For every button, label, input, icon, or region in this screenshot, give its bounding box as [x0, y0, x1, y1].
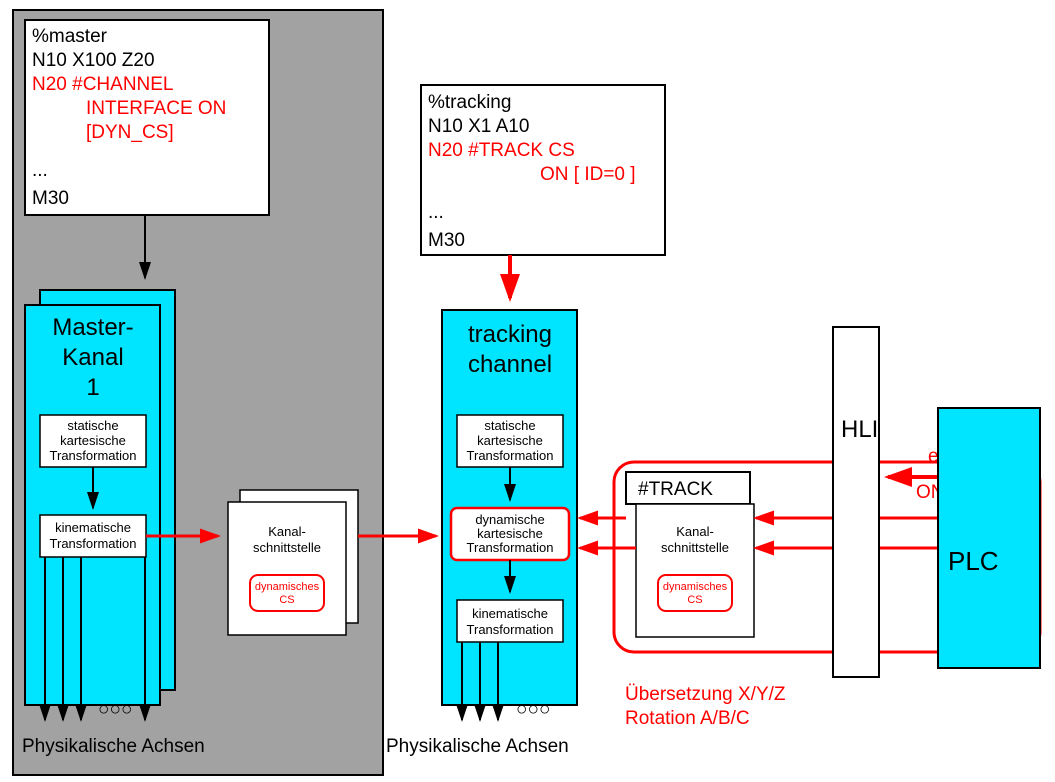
- tracking-static-l2: kartesische: [477, 433, 543, 448]
- tracking-code-l6: M30: [428, 230, 465, 251]
- tracking-code-l4: ON [ ID=0 ]: [540, 164, 636, 185]
- tracking-code-l3: N20 #TRACK CS: [428, 140, 575, 161]
- master-code-line-5: [DYN_CS]: [86, 122, 174, 143]
- plc-box: [938, 408, 1040, 668]
- tracking-static-l3: Transformation: [467, 448, 554, 463]
- master-code-line-2: N10 X100 Z20: [32, 50, 155, 71]
- master-code-line-7: M30: [32, 188, 69, 209]
- tracking-dyn-l1: dynamische: [475, 512, 544, 527]
- master-axes-label: Physikalische Achsen: [22, 736, 205, 757]
- tracking-code-l1: %tracking: [428, 92, 511, 113]
- master-code-line-1: %master: [32, 26, 108, 47]
- tracking-title-2: channel: [468, 351, 552, 378]
- kanal-iface-left-dyn-l1: dynamisches: [255, 581, 320, 593]
- master-static-l2: kartesische: [60, 433, 126, 448]
- master-kin-l2: Transformation: [50, 536, 137, 551]
- tracking-code-l5: ...: [428, 202, 444, 223]
- kanal-iface-left-t2: schnittstelle: [253, 540, 321, 555]
- tracking-dyn-l2: kartesische: [477, 526, 543, 541]
- master-code-line-3: N20 #CHANNEL: [32, 74, 174, 95]
- kanal-iface-right-t1: Kanal-: [676, 524, 714, 539]
- master-static-l3: Transformation: [50, 448, 137, 463]
- master-kanal-title-1: Master-: [52, 314, 133, 341]
- tracking-code-l2: N10 X1 A10: [428, 116, 529, 137]
- kanal-iface-right-dyn-l1: dynamisches: [663, 581, 728, 593]
- master-ooo: ○○○: [98, 699, 132, 720]
- trans-label-2: Rotation A/B/C: [625, 708, 750, 729]
- hli-label: HLI: [841, 416, 878, 443]
- tracking-kin-l1: kinematische: [472, 606, 548, 621]
- tracking-title-1: tracking: [468, 321, 552, 348]
- tracking-axes-label: Physikalische Achsen: [386, 736, 569, 757]
- master-static-l1: statische: [67, 418, 118, 433]
- master-code-line-4: INTERFACE ON: [86, 98, 226, 119]
- master-kanal-title-2: Kanal: [62, 344, 123, 371]
- master-kin-l1: kinematische: [55, 520, 131, 535]
- tracking-dyn-l3: Transformation: [467, 540, 554, 555]
- kanal-iface-right-t2: schnittstelle: [661, 540, 729, 555]
- kanal-iface-left-dyn-l2: CS: [279, 594, 294, 606]
- kanal-iface-left-t1: Kanal-: [268, 524, 306, 539]
- master-kanal-title-3: 1: [86, 374, 99, 401]
- tracking-ooo: ○○○: [516, 699, 550, 720]
- hli-box: [833, 327, 879, 677]
- master-code-line-6: ...: [32, 160, 48, 181]
- tracking-kin-l2: Transformation: [467, 622, 554, 637]
- plc-label: PLC: [948, 546, 999, 576]
- trans-label-1: Übersetzung X/Y/Z: [625, 684, 786, 705]
- track-label-text: #TRACK: [638, 479, 713, 500]
- kanal-iface-right-dyn-l2: CS: [687, 594, 702, 606]
- kanal-iface-left-box: [228, 502, 346, 635]
- tracking-static-l1: statische: [484, 418, 535, 433]
